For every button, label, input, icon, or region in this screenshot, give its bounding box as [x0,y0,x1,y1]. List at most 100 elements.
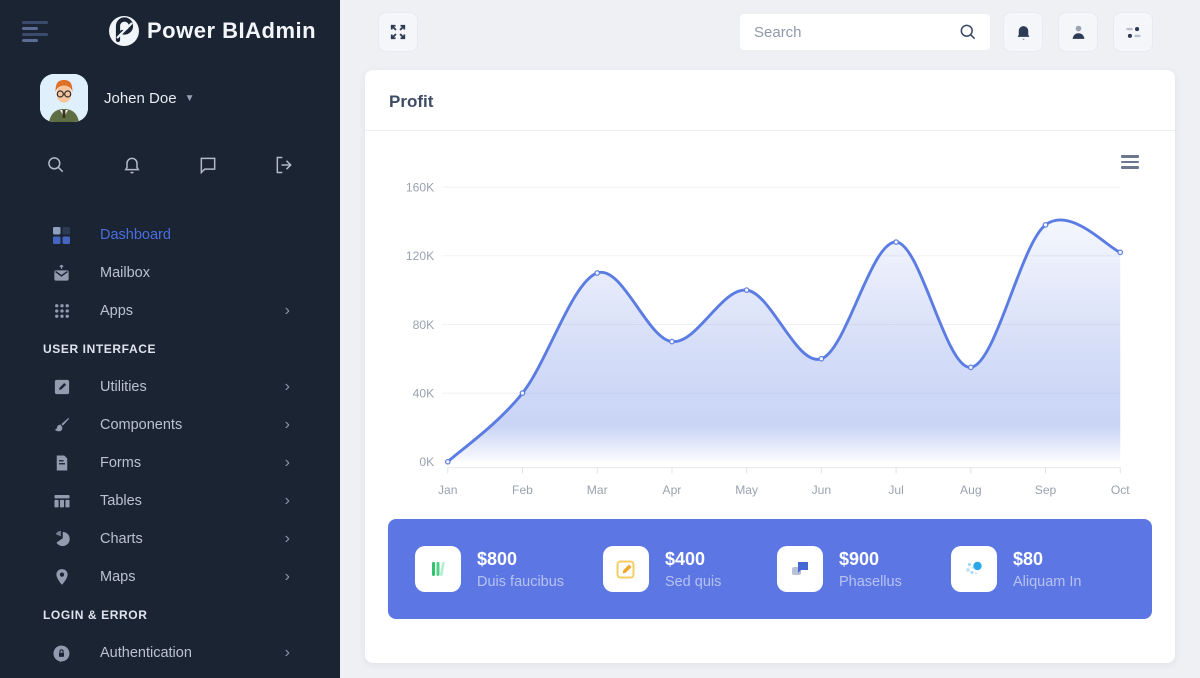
sidebar-item-label: Maps [100,569,136,585]
fullscreen-icon [390,24,406,40]
chart-menu-icon[interactable] [1121,155,1139,169]
chevron-down-icon: ▼ [184,92,195,104]
topbar [340,0,1200,64]
sidebar-item-mailbox[interactable]: Mailbox [0,254,340,292]
logout-icon[interactable] [273,154,295,176]
search-input[interactable] [754,23,958,41]
chevron-right-icon: › [284,416,290,433]
nav-section-user-interface: USER INTERFACE [43,342,157,356]
profile-button[interactable] [1058,12,1098,52]
sidebar-item-maps[interactable]: Maps › [0,558,340,596]
main-content: Profit 0K 40K 80K 120K 160K Jan Feb Mar Apr May Ju… [340,0,1200,678]
lock-badge-icon [52,644,71,663]
sidebar-item-label: Dashboard [100,227,171,243]
card-title: Profit [389,92,434,111]
stat-item[interactable]: $800 Duis faucibus [415,546,603,592]
svg-text:Jan: Jan [438,483,458,497]
green-bars-icon [415,546,461,592]
sidebar-item-label: Components [100,417,183,433]
svg-text:0K: 0K [419,455,434,469]
edit-icon [52,378,71,397]
svg-text:120K: 120K [406,249,434,263]
yellow-pencil-icon [602,546,649,592]
svg-text:Apr: Apr [663,483,682,497]
chart-area: 0K 40K 80K 120K 160K Jan Feb Mar Apr May Jun Jul Aug… [365,131,1175,509]
stat-value: $80 [1012,548,1044,569]
sidebar-toggle-icon[interactable] [22,20,52,42]
stat-item[interactable]: $80 Aliquam In [950,546,1125,592]
sidebar-item-utilities[interactable]: Utilities › [0,368,340,406]
svg-text:40K: 40K [413,386,435,400]
stat-label: Phasellus [838,573,902,590]
blue-dots-icon [950,546,997,592]
blue-chat-icon [776,546,823,592]
stat-label: Aliquam In [1012,573,1082,590]
topbar-actions [1003,12,1153,52]
svg-text:160K: 160K [406,181,434,195]
stat-item[interactable]: $900 Phasellus [776,546,951,592]
sidebar-item-label: Utilities [100,379,147,395]
sidebar-nav: Dashboard Mailbox Apps › USER INTERFACE … [0,216,340,672]
notifications-button[interactable] [1003,12,1043,52]
stat-value: $800 [477,548,518,569]
svg-text:Jun: Jun [812,483,832,497]
sidebar-item-components[interactable]: Components › [0,406,340,444]
person-icon [1072,25,1084,39]
sidebar-item-label: Mailbox [100,265,150,281]
stat-label: Sed quis [664,573,722,590]
sidebar-item-label: Authentication [100,645,192,661]
sidebar-item-label: Forms [100,455,142,471]
dashboard-grid-icon [52,226,71,245]
chevron-right-icon: › [284,568,290,585]
profit-card: Profit 0K 40K 80K 120K 160K Jan Feb Mar Apr May Ju… [365,70,1175,663]
map-pin-icon [52,568,71,587]
search-icon[interactable] [958,22,978,42]
app-title: Power BIAdmin [147,18,317,43]
chevron-right-icon: › [284,378,290,395]
chevron-right-icon: › [284,530,290,547]
stats-bar: $800 Duis faucibus $400 Sed quis $900 [388,519,1152,619]
sidebar-header: Power BIAdmin [0,0,340,48]
bell-icon[interactable] [121,154,143,176]
user-name: Johen Doe [104,89,177,107]
svg-text:Aug: Aug [960,483,982,497]
fullscreen-button[interactable] [378,12,418,52]
sidebar-item-label: Tables [100,493,142,509]
sidebar-quick-icons [0,154,340,176]
table-icon [52,492,71,511]
avatar[interactable] [40,74,88,122]
options-button[interactable] [1113,12,1153,52]
nav-section-login-error: LOGIN & ERROR [43,608,148,622]
sidebar-item-apps[interactable]: Apps › [0,292,340,330]
chevron-right-icon: › [284,454,290,471]
chevron-right-icon: › [284,302,290,319]
profit-chart: 0K 40K 80K 120K 160K Jan Feb Mar Apr May Jun Jul Aug… [406,181,1130,497]
stat-value: $900 [838,548,879,569]
sidebar-item-dashboard[interactable]: Dashboard [0,216,340,254]
sidebar-item-label: Charts [100,531,143,547]
svg-text:80K: 80K [413,318,435,332]
search-icon[interactable] [45,154,67,176]
document-icon [52,454,71,473]
stat-value: $400 [664,548,705,569]
brush-icon [52,416,71,435]
search-bar [740,14,990,50]
svg-text:Jul: Jul [888,483,903,497]
user-profile: Johen Doe ▼ [40,74,340,122]
sidebar-item-label: Apps [100,303,134,319]
mailbox-icon [52,264,71,283]
svg-text:Mar: Mar [587,483,608,497]
card-header: Profit [365,70,1175,131]
sidebar-item-tables[interactable]: Tables › [0,482,340,520]
app-logo: Power BIAdmin [108,15,316,47]
chat-icon[interactable] [197,154,219,176]
user-name-dropdown[interactable]: Johen Doe ▼ [104,90,194,107]
sidebar-item-authentication[interactable]: Authentication › [0,634,340,672]
svg-text:May: May [735,483,759,497]
sidebar: Power BIAdmin Johen Doe ▼ [0,0,340,678]
stat-item[interactable]: $400 Sed quis [602,546,777,592]
sidebar-item-forms[interactable]: Forms › [0,444,340,482]
sidebar-item-charts[interactable]: Charts › [0,520,340,558]
power-bi-logo-icon [109,16,139,46]
bell-icon [1017,25,1029,39]
